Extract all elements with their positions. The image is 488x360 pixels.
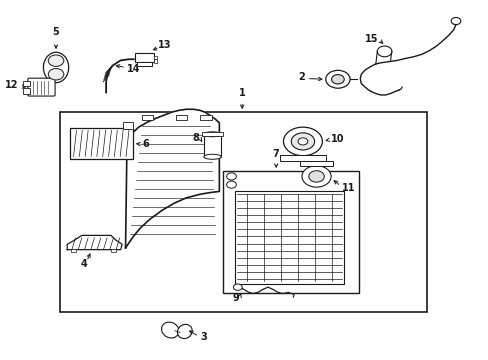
Circle shape [308,171,324,182]
Bar [60,112,426,312]
Ellipse shape [203,154,221,159]
Ellipse shape [43,52,68,83]
Polygon shape [67,235,122,249]
Text: 1: 1 [238,88,245,98]
Text: 4: 4 [81,259,87,269]
Bar [142,114,153,120]
Bar [69,128,133,158]
Circle shape [291,133,314,150]
Bar [300,161,332,166]
Bar [175,114,187,120]
Text: 10: 10 [330,134,344,144]
Text: 11: 11 [341,183,355,193]
Bar [203,135,221,157]
Bar [153,59,156,63]
Text: 14: 14 [127,64,140,74]
Circle shape [331,75,344,84]
Text: 2: 2 [298,72,305,82]
Text: 15: 15 [364,34,378,44]
Text: 8: 8 [192,133,199,143]
Circle shape [48,55,64,66]
Ellipse shape [203,132,221,137]
Circle shape [283,127,322,156]
Circle shape [298,138,307,145]
Bar [71,249,76,252]
Bar [223,171,358,293]
Bar [153,56,156,59]
Circle shape [325,70,349,88]
Bar [23,88,30,94]
Bar [111,249,116,252]
Bar [123,122,133,129]
Text: 13: 13 [157,40,171,50]
Ellipse shape [177,324,192,338]
Bar [202,132,223,136]
Circle shape [450,18,460,24]
Circle shape [48,68,64,80]
Text: 6: 6 [142,139,149,149]
Circle shape [226,173,236,180]
Circle shape [233,284,242,291]
Circle shape [377,46,391,57]
Bar [137,62,152,66]
Text: 3: 3 [200,332,206,342]
Circle shape [226,181,236,188]
FancyBboxPatch shape [28,78,55,96]
Text: 7: 7 [272,149,279,158]
Bar [279,156,325,161]
Bar [135,53,153,62]
Polygon shape [125,109,219,248]
Bar [200,114,211,120]
Ellipse shape [161,322,179,338]
Bar [23,81,30,86]
Bar [234,191,344,284]
Text: 5: 5 [53,27,60,37]
Circle shape [302,166,330,187]
Text: 9: 9 [232,293,238,303]
Text: 12: 12 [5,80,19,90]
